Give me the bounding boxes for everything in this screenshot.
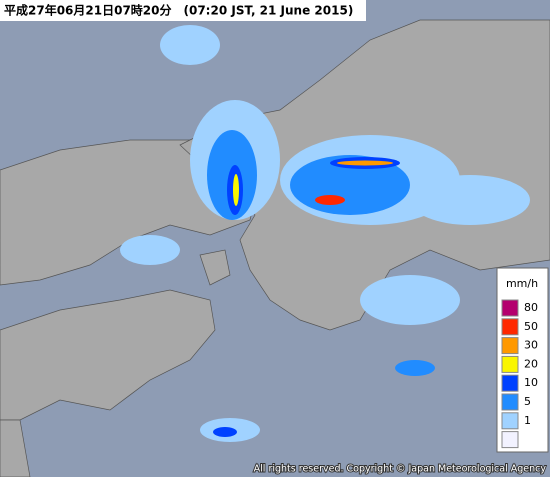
rain-echo: [120, 235, 180, 265]
legend-label: 50: [524, 320, 538, 333]
legend-label: 10: [524, 376, 538, 389]
legend-swatch: [501, 355, 519, 373]
legend-label: 80: [524, 301, 538, 314]
awaji: [199, 249, 231, 286]
legend-swatch: [501, 431, 519, 449]
title-bar: [0, 0, 366, 21]
legend-swatch: [501, 393, 519, 411]
legend-swatch: [501, 374, 519, 392]
rain-echoes: [120, 25, 530, 442]
legend-swatch: [501, 412, 519, 430]
title: 平成27年06月21日07時20分 (07:20 JST, 21 June 20…: [4, 3, 353, 18]
legend-swatch: [501, 337, 519, 355]
legend-label: 5: [524, 395, 531, 408]
legend-label: 20: [524, 357, 538, 370]
copyright: All rights reserved. Copyright © Japan M…: [254, 464, 547, 475]
kyushu: [0, 419, 31, 477]
legend-label: 30: [524, 339, 538, 352]
rain-echo: [410, 175, 530, 225]
legend-unit: mm/h: [506, 277, 538, 290]
rain-echo: [395, 360, 435, 376]
rain-echo: [233, 174, 239, 206]
legend: mm/h 80 50 30 20 10 5 1: [496, 267, 549, 453]
rain-echo: [315, 195, 345, 205]
rain-echo: [337, 160, 393, 166]
rain-echo: [360, 275, 460, 325]
legend-label: 1: [524, 414, 531, 427]
legend-swatch: [501, 318, 519, 336]
rain-echo: [160, 25, 220, 65]
rain-echo: [213, 427, 237, 437]
legend-swatch: [501, 299, 519, 317]
